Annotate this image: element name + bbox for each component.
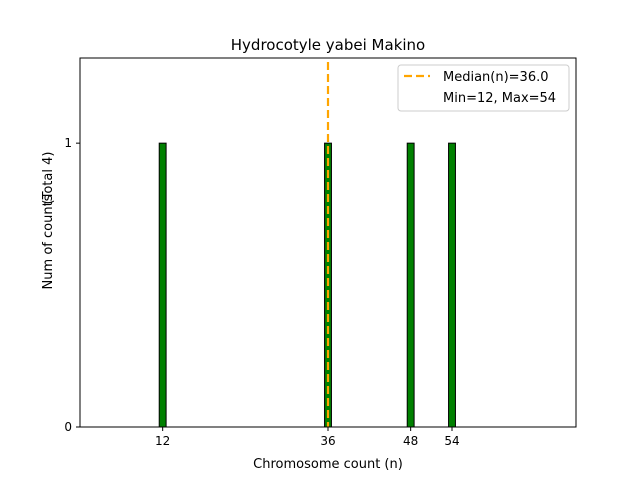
legend: Median(n)=36.0 Min=12, Max=54	[397, 64, 570, 112]
chart-title: Hydrocotyle yabei Makino	[231, 36, 425, 54]
x-tick-label: 54	[444, 434, 459, 448]
bar	[448, 142, 456, 428]
y-axis-total-label: (Total 4)	[41, 152, 56, 205]
legend-minmax-label: Min=12, Max=54	[443, 91, 556, 106]
bar	[158, 142, 167, 428]
x-tick-label: 48	[403, 434, 418, 448]
y-axis-label: Num of counts	[41, 194, 56, 289]
x-tick-label: 36	[320, 434, 335, 448]
y-tick-label: 1	[64, 136, 72, 150]
legend-box	[397, 64, 570, 112]
legend-median-label: Median(n)=36.0	[443, 70, 549, 85]
x-axis-label: Chromosome count (n)	[253, 457, 403, 472]
x-tick-label: 12	[155, 434, 170, 448]
bar	[406, 142, 415, 428]
y-tick-label: 0	[64, 420, 72, 434]
